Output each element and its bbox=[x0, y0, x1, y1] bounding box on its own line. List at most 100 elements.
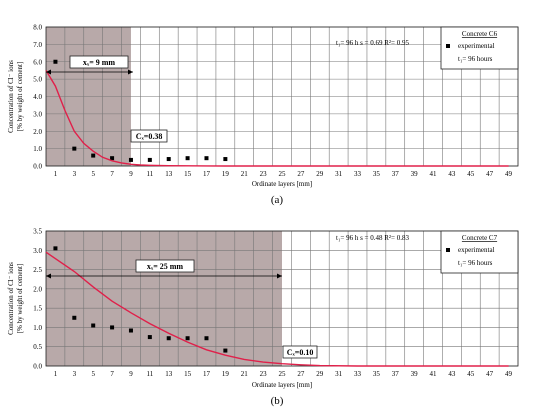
legend-series-label: experimental bbox=[458, 42, 495, 50]
x-tick-label: 15 bbox=[184, 170, 192, 178]
x-tick-label: 13 bbox=[165, 370, 173, 378]
x-tick-label: 39 bbox=[411, 170, 419, 178]
cd-label: Cₓ=0.10 bbox=[287, 348, 314, 357]
fit-curve bbox=[45, 70, 509, 167]
x-tick-label: 35 bbox=[373, 170, 381, 178]
data-point bbox=[72, 315, 77, 320]
y-tick-label: 0.5 bbox=[33, 343, 42, 351]
y-tick-label: 1.5 bbox=[33, 305, 42, 313]
x-tick-label: 49 bbox=[505, 370, 513, 378]
params-text: t₁= 96 h s = 0.69 R²= 0.95 bbox=[336, 39, 409, 47]
data-point bbox=[53, 246, 58, 251]
x-tick-label: 25 bbox=[279, 170, 287, 178]
x-tick-label: 1 bbox=[54, 170, 58, 178]
data-point bbox=[166, 336, 171, 341]
legend-series-label: experimental bbox=[458, 246, 495, 254]
x-tick-label: 47 bbox=[486, 370, 494, 378]
x-tick-label: 7 bbox=[110, 370, 114, 378]
data-point bbox=[147, 335, 152, 340]
panel-label: (b) bbox=[271, 395, 284, 407]
xd-arrowhead-left bbox=[46, 273, 51, 279]
data-point bbox=[204, 156, 209, 161]
xd-arrowhead-right bbox=[128, 69, 133, 75]
x-tick-label: 9 bbox=[129, 370, 133, 378]
x-tick-label: 37 bbox=[392, 370, 400, 378]
x-tick-label: 25 bbox=[279, 370, 287, 378]
data-point bbox=[53, 59, 58, 64]
x-tick-label: 5 bbox=[91, 370, 95, 378]
y-tick-label: 2.5 bbox=[33, 266, 42, 274]
data-point bbox=[128, 328, 133, 333]
x-tick-label: 45 bbox=[467, 370, 475, 378]
data-point bbox=[185, 156, 190, 161]
x-tick-label: 27 bbox=[297, 370, 305, 378]
data-point bbox=[204, 336, 209, 341]
shaded-region bbox=[46, 231, 282, 366]
x-tick-label: 17 bbox=[203, 170, 211, 178]
data-point bbox=[72, 146, 77, 151]
cd-label: Cₓ=0.38 bbox=[136, 132, 163, 141]
legend-time-label: t₁= 96 hours bbox=[458, 55, 493, 63]
x-tick-label: 19 bbox=[222, 370, 230, 378]
cd-label-box bbox=[130, 129, 168, 143]
fit-curve bbox=[45, 251, 509, 367]
x-tick-label: 11 bbox=[146, 370, 153, 378]
y-axis-label: Concentration of Cl⁻ ions bbox=[7, 60, 15, 133]
legend-title: Concrete C7 bbox=[462, 234, 498, 242]
x-axis-label: Ordinate layers [mm] bbox=[252, 180, 312, 188]
data-point bbox=[185, 336, 190, 341]
data-point bbox=[128, 157, 133, 162]
x-tick-label: 23 bbox=[260, 370, 268, 378]
y-tick-label: 2.0 bbox=[33, 285, 42, 293]
data-point bbox=[166, 157, 171, 162]
data-point bbox=[223, 157, 228, 162]
x-tick-label: 17 bbox=[203, 370, 211, 378]
x-axis-label: Ordinate layers [mm] bbox=[252, 381, 312, 389]
x-tick-label: 27 bbox=[297, 170, 305, 178]
y-tick-label: 1.0 bbox=[33, 145, 42, 153]
x-tick-label: 37 bbox=[392, 170, 400, 178]
y-tick-label: 7.0 bbox=[33, 41, 42, 49]
y-tick-label: 3.5 bbox=[33, 228, 42, 236]
y-tick-label: 2.0 bbox=[33, 128, 42, 136]
chart-panel: 1 3 5 7 9 11 13 15 17 19 21 23 25 27 29 31 33 35 37 39 41 43 4… bbox=[7, 24, 519, 206]
x-tick-label: 47 bbox=[486, 170, 494, 178]
y-tick-label: 1.0 bbox=[33, 324, 42, 332]
x-tick-label: 35 bbox=[373, 370, 381, 378]
data-point bbox=[223, 348, 228, 353]
x-tick-label: 5 bbox=[91, 170, 95, 178]
xd-label: xₓ= 9 mm bbox=[83, 58, 116, 67]
data-point bbox=[91, 153, 96, 158]
legend-box bbox=[440, 26, 519, 70]
x-tick-label: 31 bbox=[335, 370, 343, 378]
x-tick-label: 9 bbox=[129, 170, 133, 178]
x-tick-label: 31 bbox=[335, 170, 343, 178]
xd-label-box bbox=[69, 55, 129, 69]
x-tick-label: 21 bbox=[241, 370, 249, 378]
data-point bbox=[110, 156, 115, 161]
y-tick-label: 0.0 bbox=[33, 163, 42, 171]
x-tick-label: 3 bbox=[73, 170, 77, 178]
x-tick-label: 43 bbox=[448, 370, 456, 378]
panel-label: (a) bbox=[271, 194, 284, 206]
x-tick-label: 15 bbox=[184, 370, 192, 378]
params-text: t₁= 96 h s = 0.48 R²= 0.83 bbox=[336, 234, 409, 242]
x-tick-label: 45 bbox=[467, 170, 475, 178]
data-point bbox=[147, 157, 152, 162]
x-tick-label: 13 bbox=[165, 170, 173, 178]
x-tick-label: 49 bbox=[505, 170, 513, 178]
data-point bbox=[91, 323, 96, 328]
y-tick-label: 6.0 bbox=[33, 58, 42, 66]
x-tick-label: 21 bbox=[241, 170, 249, 178]
x-tick-label: 33 bbox=[354, 370, 362, 378]
x-tick-label: 3 bbox=[73, 370, 77, 378]
x-tick-label: 41 bbox=[430, 370, 438, 378]
y-axis-label-unit: [% by weight of cement] bbox=[16, 264, 24, 334]
data-point bbox=[110, 325, 115, 330]
x-tick-label: 29 bbox=[316, 370, 324, 378]
y-axis-label: Concentration of Cl⁻ ions bbox=[7, 262, 15, 335]
y-tick-label: 8.0 bbox=[33, 24, 42, 32]
plot-frame bbox=[45, 230, 519, 367]
x-tick-label: 23 bbox=[260, 170, 268, 178]
xd-arrowhead-left bbox=[46, 69, 51, 75]
